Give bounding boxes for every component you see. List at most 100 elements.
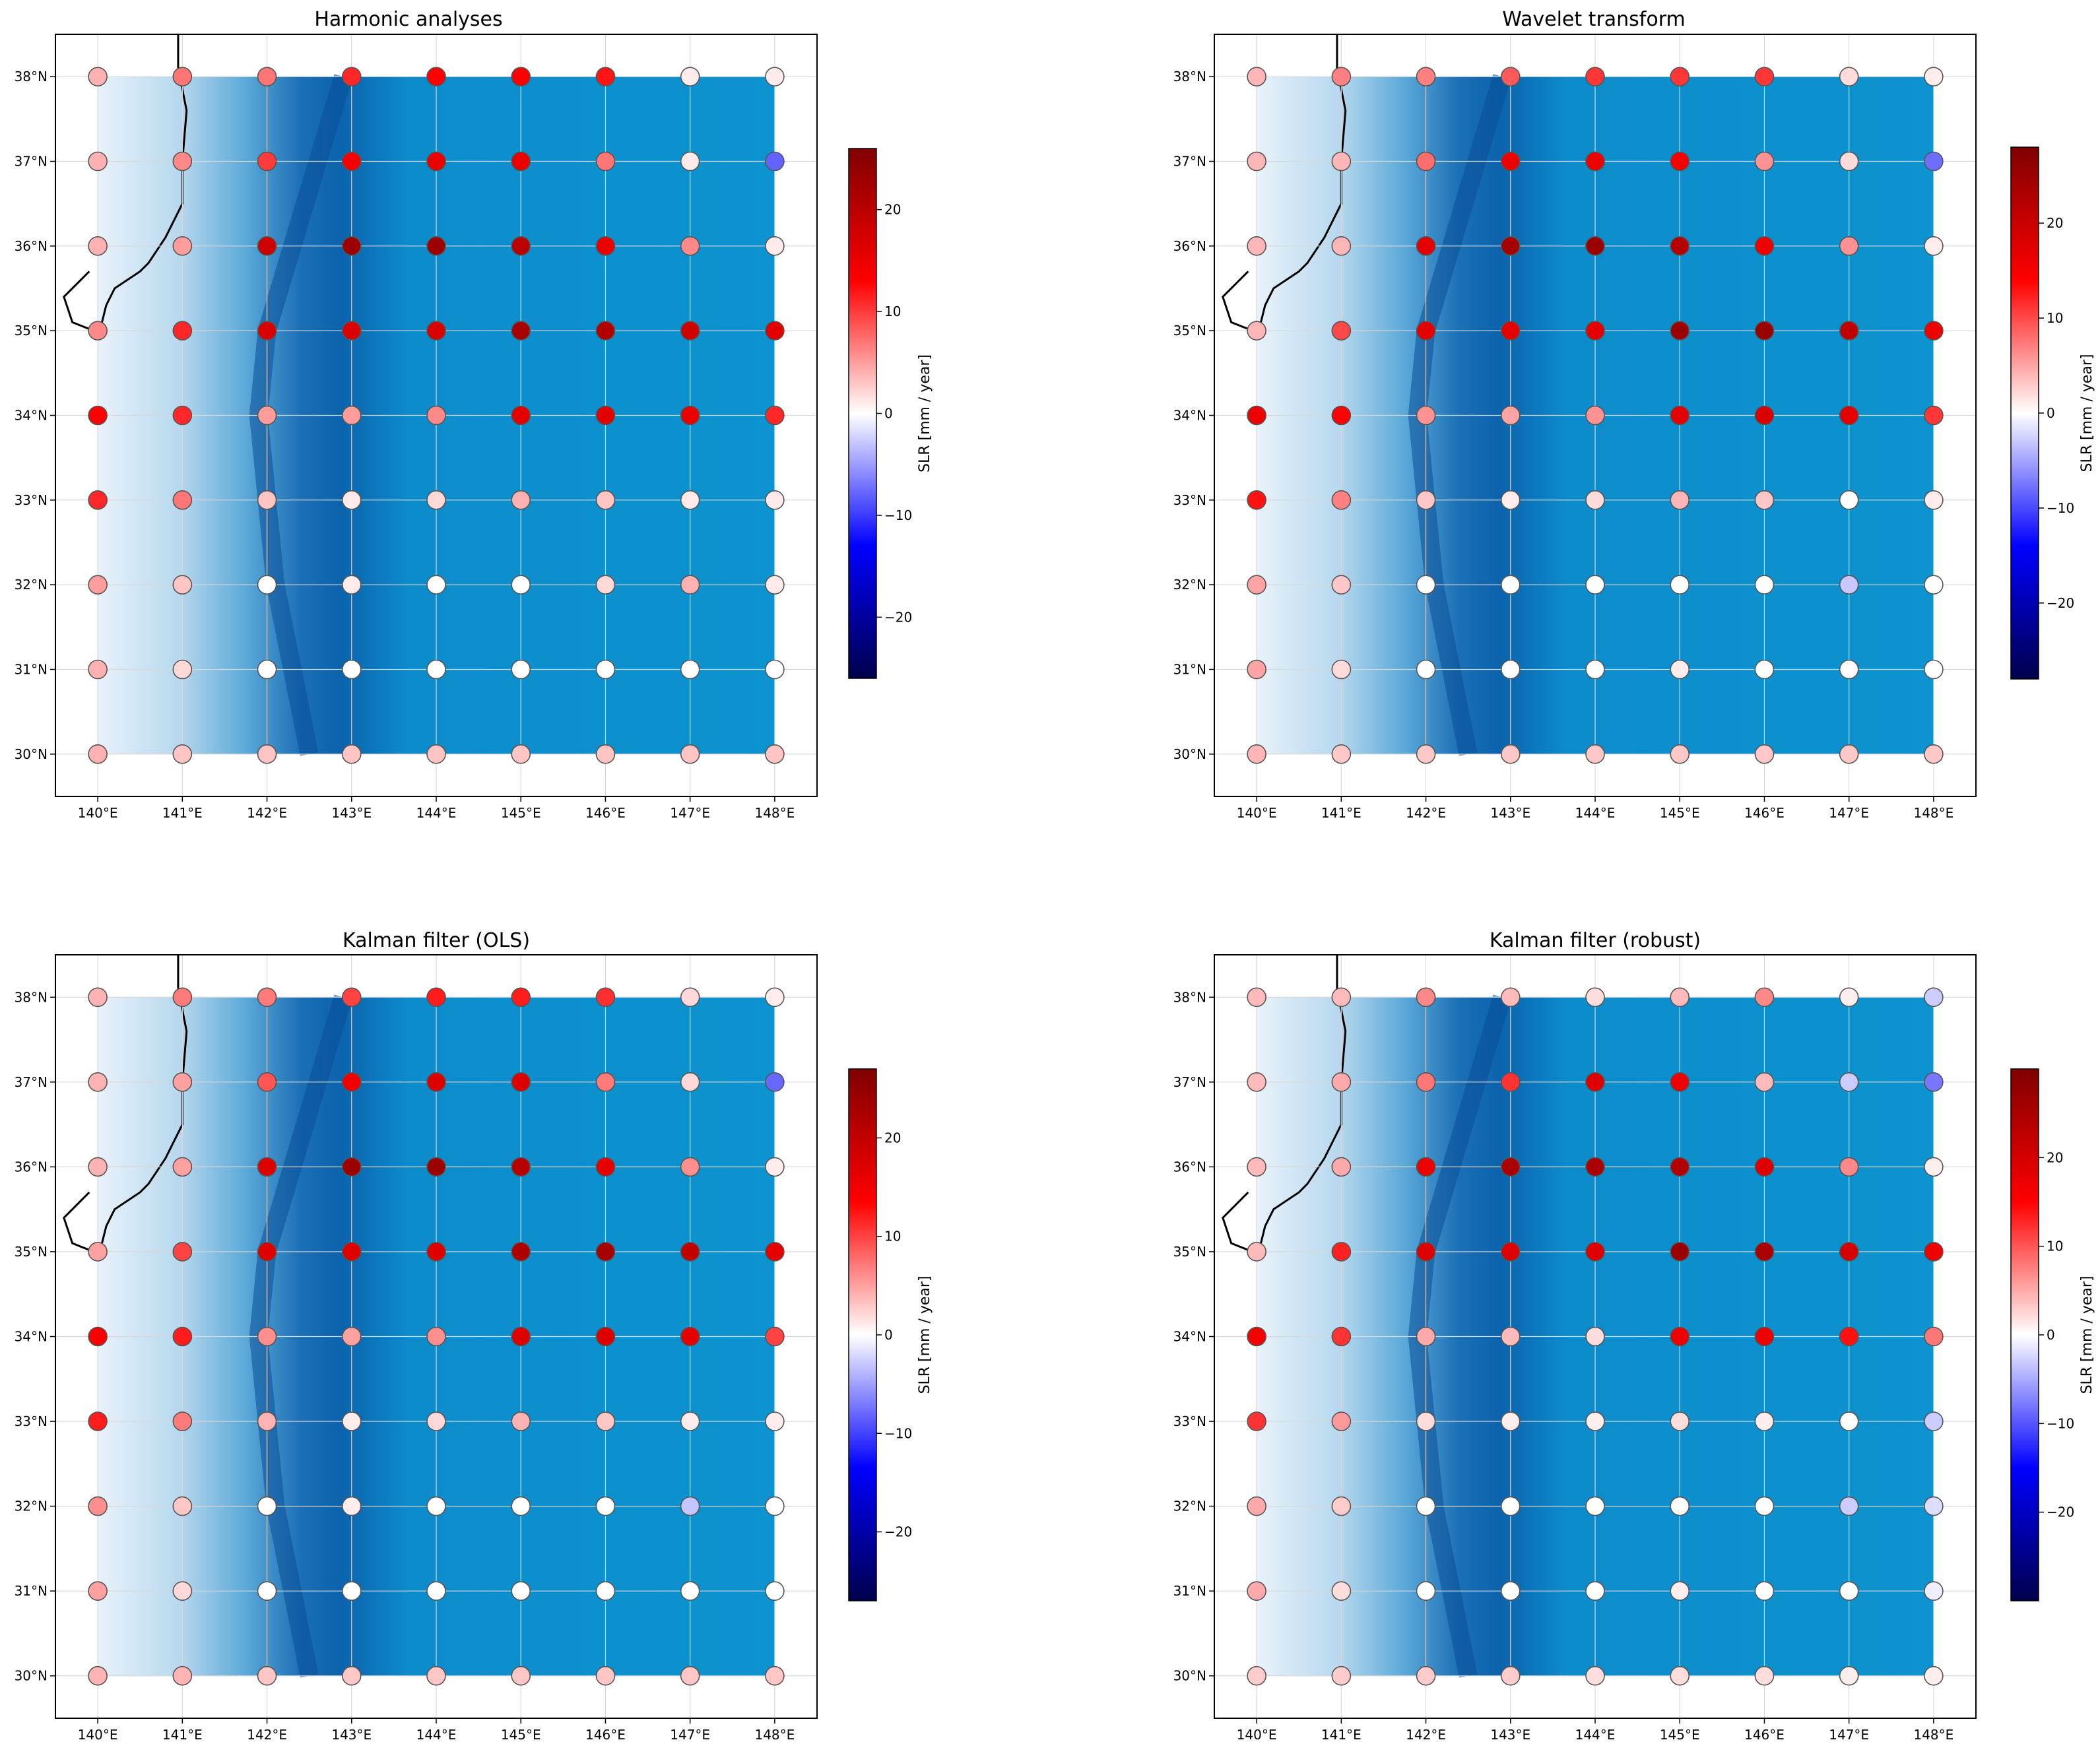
slr-point xyxy=(1331,405,1352,426)
y-tick-label: 30°N xyxy=(15,1668,48,1684)
slr-point xyxy=(1670,1157,1690,1177)
slr-point xyxy=(1839,1242,1859,1262)
slr-point xyxy=(341,490,362,510)
colorbar xyxy=(2010,146,2039,680)
slr-point xyxy=(511,1242,531,1262)
y-tick-label: 38°N xyxy=(1173,69,1206,84)
slr-point xyxy=(1585,1242,1605,1262)
x-tick-label: 142°E xyxy=(1406,805,1446,821)
y-tick-label: 35°N xyxy=(1173,323,1206,339)
slr-point xyxy=(1585,1411,1605,1431)
slr-point xyxy=(257,321,277,340)
slr-point xyxy=(426,490,446,510)
y-tick-label: 31°N xyxy=(15,1583,48,1599)
slr-point xyxy=(1585,987,1605,1008)
slr-point xyxy=(1247,321,1266,340)
slr-point xyxy=(1924,321,1944,340)
colorbar-label: SLR [mm / year] xyxy=(917,1275,933,1394)
x-tick-label: 148°E xyxy=(1913,805,1953,821)
slr-point xyxy=(426,405,446,426)
slr-point xyxy=(765,405,785,426)
slr-point xyxy=(765,151,785,172)
slr-point xyxy=(1754,1072,1775,1092)
slr-point xyxy=(1670,1072,1690,1092)
slr-point xyxy=(680,151,700,172)
slr-point xyxy=(341,659,362,680)
slr-point xyxy=(426,1411,446,1431)
slr-point xyxy=(426,151,446,172)
slr-point xyxy=(88,1496,108,1516)
slr-point xyxy=(1416,1072,1436,1092)
slr-point xyxy=(1416,321,1436,340)
colorbar-tick-label: −20 xyxy=(884,609,912,625)
slr-point xyxy=(765,490,785,510)
x-tick-label: 140°E xyxy=(78,805,118,821)
slr-point xyxy=(1247,1411,1266,1431)
slr-point xyxy=(172,151,193,172)
slr-point xyxy=(1839,1665,1859,1686)
slr-point xyxy=(1416,1581,1436,1601)
slr-point xyxy=(426,987,446,1008)
slr-point xyxy=(1924,1665,1944,1686)
slr-point xyxy=(1247,1326,1266,1347)
colorbar-tick-label: 0 xyxy=(884,1327,893,1343)
slr-point xyxy=(680,575,700,595)
slr-point xyxy=(1924,1496,1944,1516)
slr-point xyxy=(1585,1581,1605,1601)
slr-point xyxy=(511,1326,531,1347)
slr-point xyxy=(680,659,700,680)
colorbar-tick-label: 0 xyxy=(2047,1327,2055,1343)
colorbar xyxy=(2010,1068,2039,1601)
slr-point xyxy=(1416,1665,1436,1686)
slr-point xyxy=(765,236,785,256)
colorbar-tick-label: −20 xyxy=(884,1524,912,1540)
slr-point xyxy=(172,987,193,1008)
slr-point xyxy=(1924,1157,1944,1177)
slr-point xyxy=(1331,151,1352,172)
slr-point xyxy=(595,1242,616,1262)
slr-point xyxy=(257,1496,277,1516)
slr-point xyxy=(426,1326,446,1347)
y-tick-label: 37°N xyxy=(1173,1074,1206,1090)
panel-2: Wavelet transform 140°E 141°E 142°E 143°E 144… xyxy=(1173,8,2095,821)
slr-point xyxy=(1754,1496,1775,1516)
slr-point xyxy=(257,575,277,595)
slr-point xyxy=(426,1072,446,1092)
y-tick-label: 31°N xyxy=(1173,662,1206,678)
slr-point xyxy=(1754,1157,1775,1177)
slr-point xyxy=(172,1072,193,1092)
slr-point xyxy=(426,67,446,86)
slr-point xyxy=(595,67,616,86)
slr-point xyxy=(511,1072,531,1092)
slr-point xyxy=(1247,67,1266,86)
slr-point xyxy=(1754,744,1775,764)
slr-point xyxy=(341,1157,362,1177)
slr-point xyxy=(1247,987,1266,1008)
slr-point xyxy=(1416,67,1436,86)
x-tick-label: 140°E xyxy=(1237,805,1277,821)
slr-point xyxy=(1416,1496,1436,1516)
slr-point xyxy=(1839,1326,1859,1347)
y-tick-label: 38°N xyxy=(15,989,48,1005)
y-tick-label: 37°N xyxy=(15,1074,48,1090)
x-tick-label: 140°E xyxy=(1237,1727,1277,1742)
slr-point xyxy=(1670,236,1690,256)
slr-point xyxy=(1500,1581,1521,1601)
slr-point xyxy=(1416,1326,1436,1347)
colorbar-tick-label: −10 xyxy=(2047,1415,2074,1431)
slr-point xyxy=(1500,1242,1521,1262)
colorbar-tick-label: 10 xyxy=(2047,310,2063,326)
y-tick-label: 36°N xyxy=(15,238,48,254)
slr-point xyxy=(1585,405,1605,426)
slr-point xyxy=(511,236,531,256)
slr-point xyxy=(1670,659,1690,680)
colorbar-tick-label: −20 xyxy=(2047,1504,2074,1520)
slr-point xyxy=(1924,67,1944,86)
slr-point xyxy=(1247,1496,1266,1516)
slr-point xyxy=(765,575,785,595)
slr-point xyxy=(1247,1581,1266,1601)
slr-point xyxy=(426,1157,446,1177)
panel-3: Kalman filter (OLS) 140°E 141°E 142°E 143°E 1… xyxy=(15,929,933,1742)
x-tick-label: 141°E xyxy=(1321,1727,1362,1742)
